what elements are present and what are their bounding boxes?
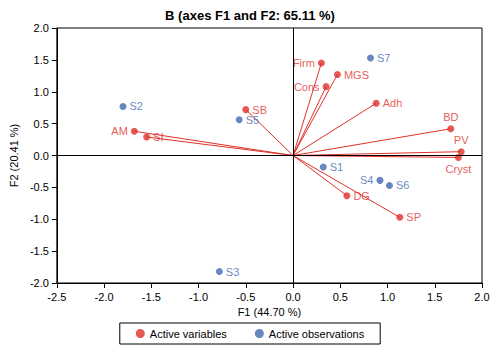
- svg-text:S1: S1: [330, 161, 343, 173]
- svg-text:2.0: 2.0: [474, 291, 489, 303]
- svg-text:BD: BD: [443, 111, 458, 123]
- svg-text:AM: AM: [111, 125, 128, 137]
- svg-text:B (axes F1 and F2: 65.11 %): B (axes F1 and F2: 65.11 %): [165, 8, 335, 23]
- svg-text:F1 (44.70 %): F1 (44.70 %): [238, 306, 302, 318]
- svg-text:S7: S7: [377, 52, 390, 64]
- svg-text:0.5: 0.5: [34, 118, 49, 130]
- svg-text:-2.0: -2.0: [30, 277, 49, 289]
- svg-text:MGS: MGS: [344, 69, 369, 81]
- svg-text:DG: DG: [353, 190, 370, 202]
- svg-text:SB: SB: [252, 103, 267, 116]
- svg-text:Active variables: Active variables: [150, 328, 228, 340]
- svg-text:2.0: 2.0: [34, 22, 49, 34]
- svg-text:0.0: 0.0: [34, 150, 49, 162]
- svg-text:-0.5: -0.5: [236, 291, 255, 303]
- svg-text:S6: S6: [396, 179, 409, 191]
- svg-text:-1.5: -1.5: [142, 291, 161, 303]
- svg-text:Active observations: Active observations: [269, 328, 365, 340]
- svg-text:1.0: 1.0: [380, 291, 395, 303]
- svg-text:S4: S4: [360, 174, 373, 186]
- svg-text:Cons: Cons: [294, 81, 320, 93]
- svg-text:-2.0: -2.0: [95, 291, 114, 303]
- svg-text:-1.5: -1.5: [30, 245, 49, 257]
- svg-text:1.5: 1.5: [427, 291, 442, 303]
- svg-text:SP: SP: [406, 211, 421, 223]
- svg-text:1.0: 1.0: [34, 86, 49, 98]
- svg-text:Adh: Adh: [383, 97, 403, 109]
- svg-text:0.5: 0.5: [333, 291, 348, 303]
- svg-text:PV: PV: [454, 134, 469, 146]
- svg-text:SI: SI: [153, 131, 163, 143]
- svg-text:-1.0: -1.0: [30, 213, 49, 225]
- svg-text:S5: S5: [246, 114, 259, 126]
- svg-text:F2 (20.41 %): F2 (20.41 %): [8, 124, 20, 188]
- svg-text:S3: S3: [226, 266, 239, 278]
- svg-text:1.5: 1.5: [34, 54, 49, 66]
- svg-text:-1.0: -1.0: [189, 291, 208, 303]
- svg-text:-0.5: -0.5: [30, 181, 49, 193]
- svg-text:Firm: Firm: [293, 57, 315, 69]
- svg-text:-2.5: -2.5: [47, 291, 66, 303]
- svg-text:0.0: 0.0: [285, 291, 300, 303]
- svg-text:Cryst: Cryst: [446, 163, 472, 175]
- svg-text:S2: S2: [129, 100, 142, 112]
